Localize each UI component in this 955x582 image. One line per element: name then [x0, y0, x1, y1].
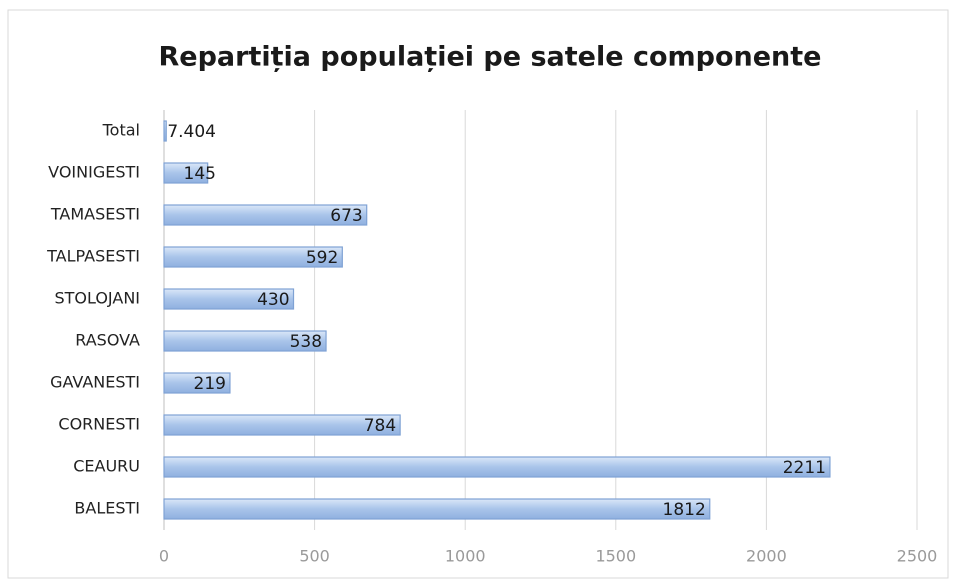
- chart-border: [7, 9, 949, 579]
- bar: [163, 414, 401, 436]
- y-tick-label: RASOVA: [75, 331, 140, 350]
- y-tick-label: TAMASESTI: [50, 205, 140, 224]
- y-tick-label: VOINIGESTI: [48, 163, 140, 182]
- x-tick-label: 2000: [746, 547, 787, 566]
- data-label: 592: [306, 248, 338, 268]
- y-tick-label: CEAURU: [73, 457, 140, 476]
- data-label: 145: [184, 164, 216, 184]
- x-tick-label: 500: [299, 547, 330, 566]
- bar: [163, 246, 343, 268]
- x-tick-label: 1500: [595, 547, 636, 566]
- data-label: 430: [257, 290, 289, 310]
- bar: [163, 120, 167, 142]
- y-tick-label: CORNESTI: [58, 415, 140, 434]
- bar: [163, 288, 295, 310]
- y-tick-label: BALESTI: [74, 499, 140, 518]
- bar: [163, 456, 831, 478]
- y-tick-label: STOLOJANI: [54, 289, 140, 308]
- data-label: 1812: [663, 500, 706, 520]
- data-label: 2211: [783, 458, 826, 478]
- data-label: 219: [194, 374, 226, 394]
- bar: [163, 162, 209, 184]
- bar: [163, 498, 711, 520]
- x-tick-label: 2500: [897, 547, 938, 566]
- bar: [163, 204, 368, 226]
- y-tick-label: GAVANESTI: [50, 373, 140, 392]
- y-tick-label: Total: [102, 121, 140, 140]
- data-label: 7.404: [167, 122, 216, 142]
- y-tick-label: TALPASESTI: [46, 247, 140, 266]
- x-tick-label: 0: [159, 547, 169, 566]
- data-label: 538: [290, 332, 322, 352]
- data-label: 673: [330, 206, 362, 226]
- x-tick-label: 1000: [445, 547, 486, 566]
- bar: [163, 330, 327, 352]
- bar: [163, 372, 231, 394]
- data-label: 784: [364, 416, 396, 436]
- chart-title: Repartiția populației pe satele componen…: [159, 42, 822, 73]
